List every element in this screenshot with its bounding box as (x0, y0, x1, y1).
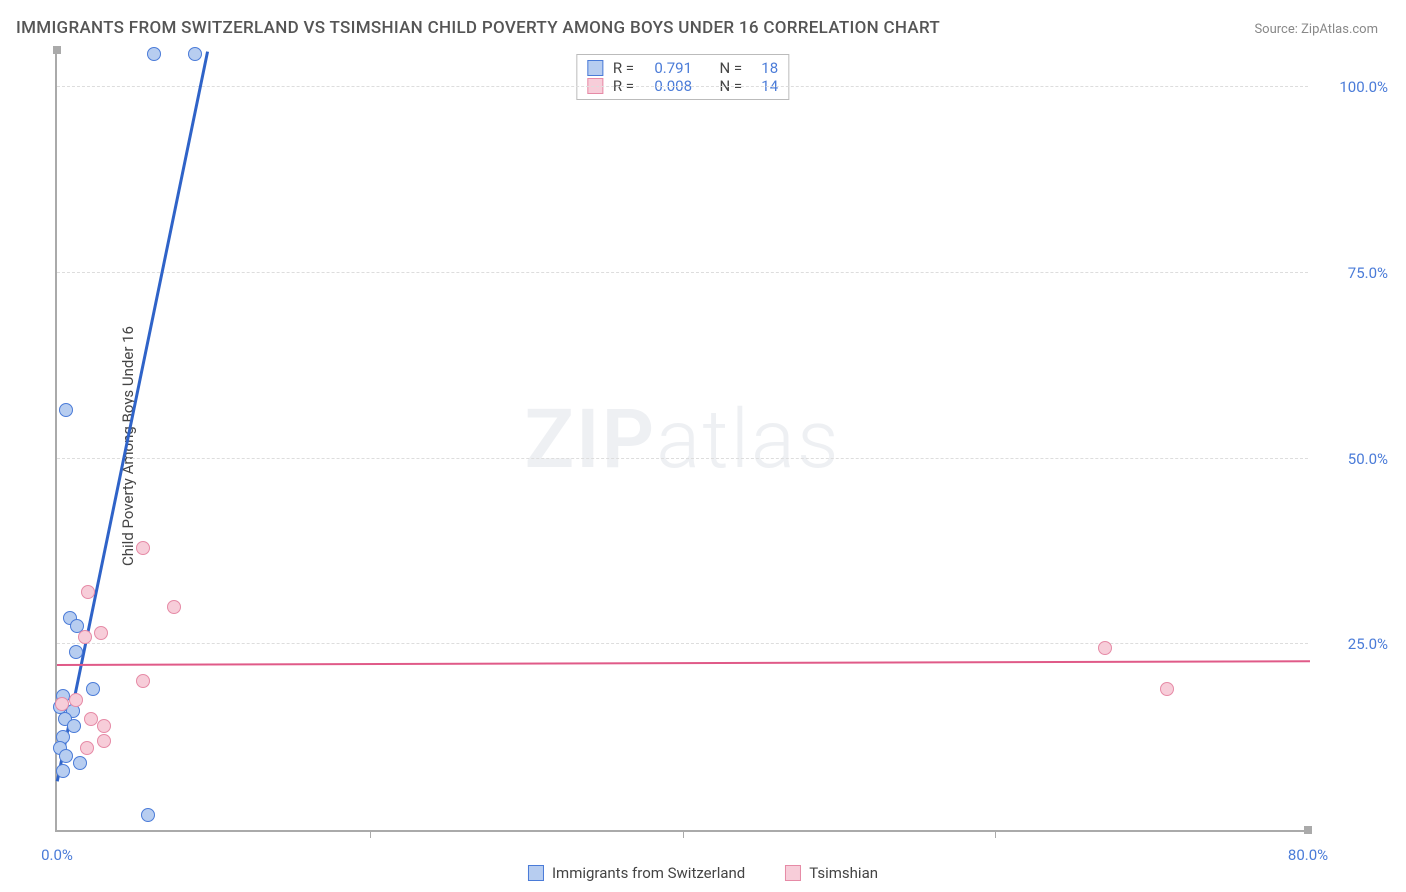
data-point (59, 749, 73, 763)
y-tick-label: 75.0% (1316, 264, 1388, 282)
stats-row: R = 0.791 N = 18 (587, 59, 778, 77)
data-point (188, 47, 202, 61)
legend-swatch (587, 60, 603, 76)
legend-label: Tsimshian (809, 864, 878, 882)
source-link[interactable]: ZipAtlas.com (1301, 22, 1378, 37)
x-tick-mark (370, 830, 371, 838)
x-tick-label: 80.0% (1288, 846, 1328, 864)
data-point (55, 697, 69, 711)
watermark: ZIPatlas (524, 392, 840, 488)
data-point (56, 764, 70, 778)
r-label: R = (613, 59, 634, 77)
axis-cap (1304, 826, 1312, 834)
r-value: 0.791 (644, 59, 692, 77)
source-label: Source: (1254, 22, 1297, 37)
data-point (1098, 641, 1112, 655)
gridline-horizontal (57, 643, 1308, 644)
data-point (73, 756, 87, 770)
data-point (86, 682, 100, 696)
data-point (136, 541, 150, 555)
data-point (69, 645, 83, 659)
gridline-horizontal (57, 86, 1308, 87)
watermark-light: atlas (656, 392, 840, 488)
y-tick-label: 50.0% (1316, 450, 1388, 468)
data-point (167, 600, 181, 614)
trend-line (57, 661, 1310, 667)
series-legend: Immigrants from Switzerland Tsimshian (528, 864, 878, 882)
chart-title: IMMIGRANTS FROM SWITZERLAND VS TSIMSHIAN… (16, 18, 940, 38)
data-point (97, 719, 111, 733)
y-tick-label: 100.0% (1316, 78, 1388, 96)
n-value: 18 (752, 59, 778, 77)
data-point (69, 693, 83, 707)
legend-item: Tsimshian (785, 864, 878, 882)
data-point (67, 719, 81, 733)
data-point (78, 630, 92, 644)
trend-line (56, 51, 209, 781)
x-tick-label: 0.0% (41, 846, 73, 864)
x-tick-mark (995, 830, 996, 838)
data-point (97, 734, 111, 748)
y-tick-label: 25.0% (1316, 635, 1388, 653)
watermark-bold: ZIP (524, 392, 656, 488)
legend-swatch (785, 865, 801, 881)
n-label: N = (720, 59, 743, 77)
plot-area: ZIPatlas R =0.791 N =18R =0.008 N =14 25… (55, 50, 1308, 832)
data-point (80, 741, 94, 755)
data-point (147, 47, 161, 61)
legend-label: Immigrants from Switzerland (552, 864, 745, 882)
data-point (141, 808, 155, 822)
data-point (94, 626, 108, 640)
x-tick-mark (683, 830, 684, 838)
data-point (81, 585, 95, 599)
data-point (136, 674, 150, 688)
legend-swatch (528, 865, 544, 881)
legend-item: Immigrants from Switzerland (528, 864, 745, 882)
data-point (59, 403, 73, 417)
gridline-horizontal (57, 458, 1308, 459)
gridline-horizontal (57, 272, 1308, 273)
data-point (1160, 682, 1174, 696)
axis-cap (53, 46, 61, 54)
source-attribution: Source: ZipAtlas.com (1254, 22, 1378, 37)
correlation-stats-box: R =0.791 N =18R =0.008 N =14 (576, 54, 789, 100)
